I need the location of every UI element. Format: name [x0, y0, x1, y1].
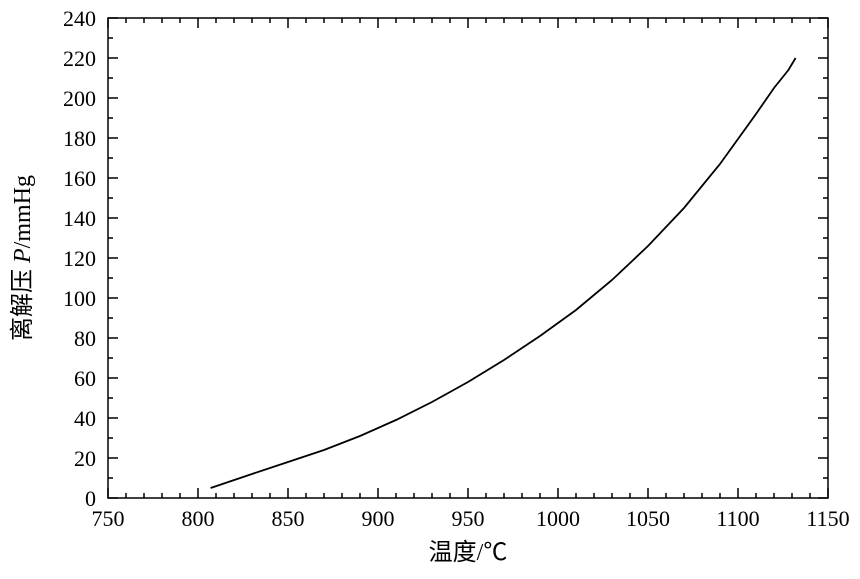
- plot-border: [108, 18, 828, 498]
- chart-container: 750 800 850 900 950 1000 1050 1100 1150 0 20 40 60 80…: [0, 0, 860, 579]
- x-tick-label: 1150: [806, 506, 849, 531]
- y-tick-label: 220: [63, 46, 96, 71]
- y-tick-label: 60: [74, 366, 96, 391]
- x-tick-label: 1100: [716, 506, 759, 531]
- y-tick-label: 140: [63, 206, 96, 231]
- x-tick-label: 900: [362, 506, 395, 531]
- x-tick-label: 800: [182, 506, 215, 531]
- y-tick-label: 120: [63, 246, 96, 271]
- x-tick-label: 950: [452, 506, 485, 531]
- y-tick-label: 40: [74, 406, 96, 431]
- y-tick-label: 20: [74, 446, 96, 471]
- y-axis-label: 离解压 P/mmHg: [9, 175, 36, 341]
- y-tick-label: 0: [85, 486, 96, 511]
- x-axis-label: 温度/℃: [429, 539, 508, 566]
- y-tick-label: 180: [63, 126, 96, 151]
- x-tick-label: 850: [272, 506, 305, 531]
- data-series-line: [211, 58, 796, 488]
- y-tick-label: 80: [74, 326, 96, 351]
- y-tick-label: 200: [63, 86, 96, 111]
- x-tick-label: 1050: [626, 506, 670, 531]
- chart-svg: 750 800 850 900 950 1000 1050 1100 1150 0 20 40 60 80…: [0, 0, 860, 579]
- x-tick-label: 750: [92, 506, 125, 531]
- y-tick-label: 100: [63, 286, 96, 311]
- y-tick-label: 160: [63, 166, 96, 191]
- x-tick-label: 1000: [536, 506, 580, 531]
- y-tick-label: 240: [63, 6, 96, 31]
